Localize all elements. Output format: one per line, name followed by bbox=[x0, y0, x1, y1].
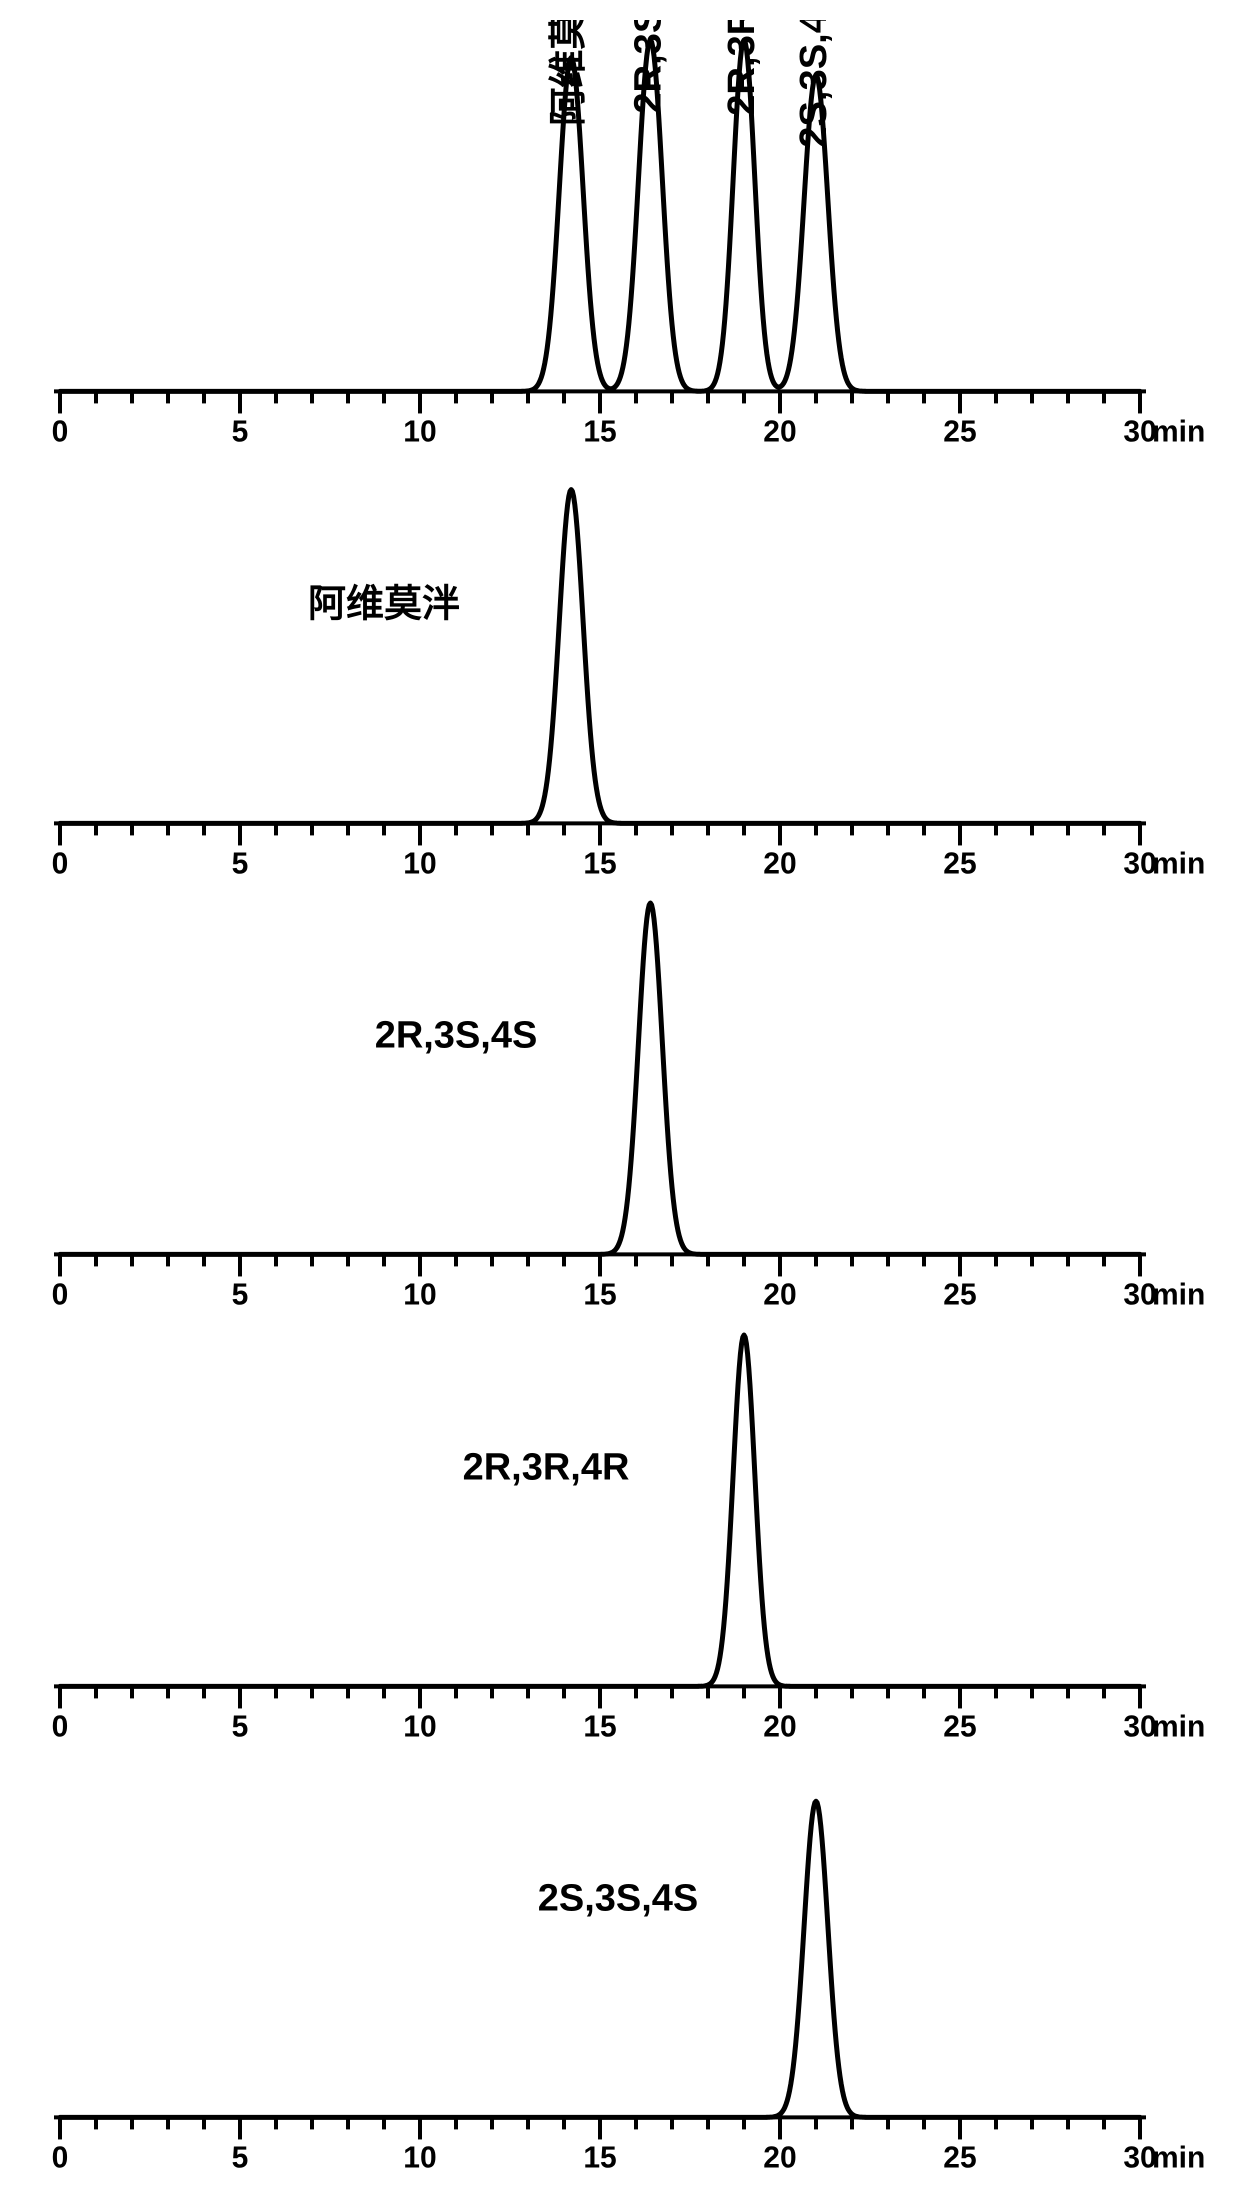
x-axis-unit: min bbox=[1152, 1279, 1205, 1312]
peak-label-horizontal: 2R,3R,4R bbox=[463, 1446, 630, 1488]
peak-label-horizontal: 2S,3S,4S bbox=[538, 1878, 699, 1920]
chromatogram-trace bbox=[60, 903, 1140, 1254]
chromatogram-figure: 051015202530min阿维莫泮2R,3S,4S2R,3R,4R2S,3S… bbox=[30, 20, 1210, 2178]
x-tick-label: 20 bbox=[763, 1279, 796, 1312]
chromatogram-trace bbox=[60, 40, 1140, 391]
x-tick-label: 20 bbox=[763, 416, 796, 449]
x-tick-label: 10 bbox=[403, 1710, 436, 1743]
chromatogram-trace bbox=[60, 1335, 1140, 1686]
chromatogram-panel: 051015202530min阿维莫泮2R,3S,4S2R,3R,4R2S,3S… bbox=[30, 20, 1210, 452]
x-tick-label: 5 bbox=[232, 416, 249, 449]
x-axis-unit: min bbox=[1152, 416, 1205, 449]
peak-label-horizontal: 2R,3S,4S bbox=[375, 1015, 538, 1057]
peak-label-vertical: 2S,3S,4S bbox=[793, 20, 835, 148]
x-axis-unit: min bbox=[1152, 847, 1205, 880]
x-tick-label: 10 bbox=[403, 416, 436, 449]
peak-label-vertical: 阿维莫泮 bbox=[548, 20, 590, 126]
x-tick-label: 5 bbox=[232, 847, 249, 880]
x-axis-unit: min bbox=[1152, 2142, 1205, 2175]
x-tick-label: 0 bbox=[52, 1710, 69, 1743]
chromatogram-trace bbox=[60, 1802, 1140, 2118]
x-tick-label: 10 bbox=[403, 2142, 436, 2175]
x-tick-label: 15 bbox=[583, 1279, 616, 1312]
x-tick-label: 0 bbox=[52, 847, 69, 880]
x-tick-label: 10 bbox=[403, 847, 436, 880]
chromatogram-panel: 051015202530min2R,3S,4S bbox=[30, 883, 1210, 1315]
x-tick-label: 15 bbox=[583, 416, 616, 449]
x-tick-label: 15 bbox=[583, 1710, 616, 1743]
chromatogram-panel: 051015202530min2S,3S,4S bbox=[30, 1746, 1210, 2178]
x-axis-unit: min bbox=[1152, 1710, 1205, 1743]
x-tick-label: 25 bbox=[943, 1710, 976, 1743]
x-tick-label: 20 bbox=[763, 1710, 796, 1743]
x-tick-label: 25 bbox=[943, 847, 976, 880]
x-tick-label: 5 bbox=[232, 1279, 249, 1312]
peak-label-horizontal: 阿维莫泮 bbox=[308, 583, 460, 625]
x-tick-label: 25 bbox=[943, 416, 976, 449]
peak-label-vertical: 2R,3R,4R bbox=[721, 20, 763, 116]
x-tick-label: 20 bbox=[763, 2142, 796, 2175]
x-tick-label: 25 bbox=[943, 2142, 976, 2175]
x-tick-label: 10 bbox=[403, 1279, 436, 1312]
x-tick-label: 25 bbox=[943, 1279, 976, 1312]
x-tick-label: 0 bbox=[52, 1279, 69, 1312]
chromatogram-panel: 051015202530min阿维莫泮 bbox=[30, 452, 1210, 884]
x-tick-label: 15 bbox=[583, 847, 616, 880]
chromatogram-trace bbox=[60, 489, 1140, 823]
x-tick-label: 15 bbox=[583, 2142, 616, 2175]
peak-label-vertical: 2R,3S,4S bbox=[627, 20, 669, 114]
x-tick-label: 0 bbox=[52, 2142, 69, 2175]
chromatogram-panel: 051015202530min2R,3R,4R bbox=[30, 1315, 1210, 1747]
x-tick-label: 0 bbox=[52, 416, 69, 449]
x-tick-label: 20 bbox=[763, 847, 796, 880]
x-tick-label: 5 bbox=[232, 2142, 249, 2175]
x-tick-label: 5 bbox=[232, 1710, 249, 1743]
